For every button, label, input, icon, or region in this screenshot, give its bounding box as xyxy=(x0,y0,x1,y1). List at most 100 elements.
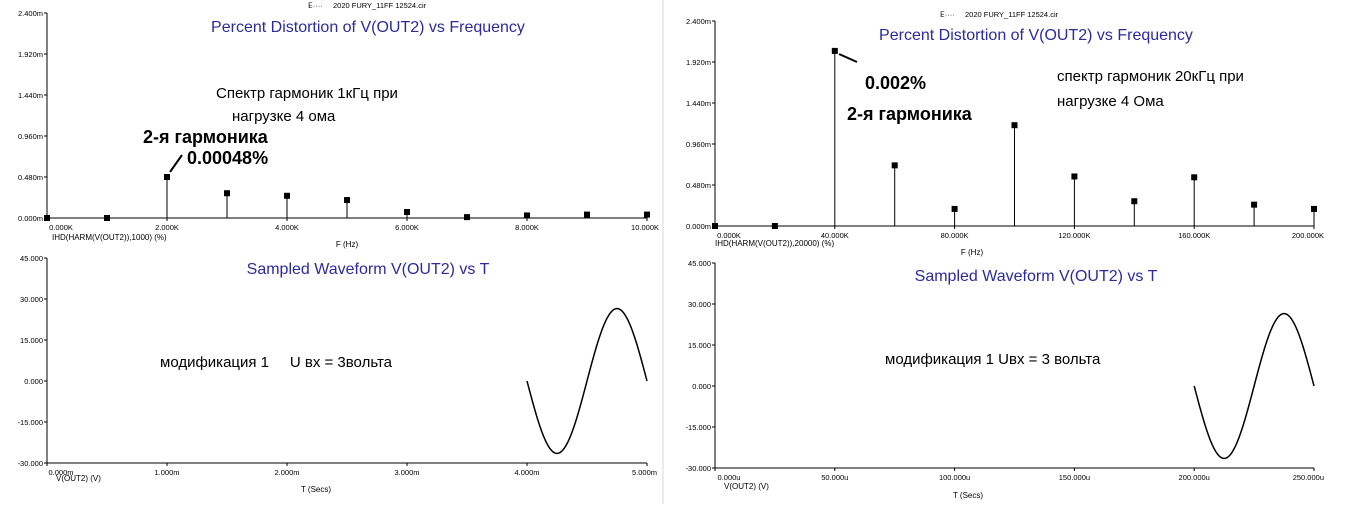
chart-title: Sampled Waveform V(OUT2) vs T xyxy=(915,268,1158,285)
expression-label: V(OUT2) (V) xyxy=(56,474,101,483)
modification-note: модификация 1 Uвх = 3 вольта xyxy=(885,351,1101,368)
harmonic-point xyxy=(1131,198,1138,205)
y-tick-label: 30.000 xyxy=(20,295,43,304)
file-marker-icon: ⴹ···· xyxy=(308,1,323,10)
y-tick-label: 0.000m xyxy=(686,222,711,231)
x-tick-label: 0.000K xyxy=(717,231,741,240)
harmonic-point xyxy=(951,205,958,212)
harmonic-point xyxy=(1251,201,1258,208)
file-header: 2020 FURY_11FF 12524.cir xyxy=(965,10,1059,19)
left-svg: ⴹ···· 2020 FURY_11FF 12524.cir 2.400m 1.9… xyxy=(18,1,659,494)
note-line-1: спектр гармоник 20кГц при xyxy=(1057,68,1244,85)
harmonic-label: 2-я гармоника xyxy=(143,127,269,147)
x-tick-label: 0.000m xyxy=(48,468,73,477)
harmonic-point xyxy=(44,215,50,221)
y-tick-label: -30.000 xyxy=(18,459,43,468)
y-tick-label: -15.000 xyxy=(18,418,43,427)
y-tick-label: 45.000 xyxy=(688,259,711,268)
y-tick-label: 15.000 xyxy=(20,336,43,345)
y-tick-label: 2.400m xyxy=(18,9,43,18)
x-tick-label: 80.000K xyxy=(941,231,969,240)
expression-label: V(OUT2) (V) xyxy=(724,482,769,491)
right-svg: ⴹ···· 2020 FURY_11FF 12524.cir 2.400m 1.9… xyxy=(686,10,1324,500)
harmonic-point xyxy=(771,223,778,229)
harmonic-point xyxy=(584,211,590,218)
y-tick-label: 1.920m xyxy=(18,50,43,59)
harmonic-point xyxy=(1071,173,1078,180)
x-tick-label: 150.000u xyxy=(1059,473,1090,482)
right-bottom-chart: 45.000 30.000 15.000 0.000 -15.000 -30.000 0.… xyxy=(686,259,1324,500)
harmonic-point xyxy=(524,212,530,219)
x-tick-label: 4.000K xyxy=(275,223,299,232)
y-tick-label: 0.000 xyxy=(24,377,43,386)
annotation-arrow xyxy=(169,154,183,173)
harmonic-point xyxy=(464,214,470,221)
x-tick-label: 3.000m xyxy=(394,468,419,477)
right-panel: ⴹ···· 2020 FURY_11FF 12524.cir 2.400m 1.9… xyxy=(664,0,1346,504)
harmonic-label: 2-я гармоника xyxy=(847,104,973,124)
harmonic-point xyxy=(1191,174,1198,181)
harmonic-point xyxy=(891,162,898,169)
y-tick-label: 0.960m xyxy=(686,140,711,149)
x-tick-label: 100.000u xyxy=(939,473,970,482)
y-tick-label: 0.000 xyxy=(692,382,711,391)
harmonic-point xyxy=(404,209,410,216)
y-tick-label: 1.440m xyxy=(18,91,43,100)
y-tick-label: 0.480m xyxy=(18,173,43,182)
x-tick-label: 4.000m xyxy=(514,468,539,477)
harmonic-point xyxy=(1311,205,1317,212)
left-bottom-chart: 45.000 30.000 15.000 0.000 -15.000 -30.000 0.… xyxy=(18,254,657,494)
x-tick-label: 200.000K xyxy=(1292,231,1324,240)
harmonic-point xyxy=(344,197,350,204)
expression-label: IHD(HARM(V(OUT2)),20000) (%) xyxy=(715,239,834,248)
x-tick-label: 50.000u xyxy=(821,473,848,482)
y-tick-label: 0.000m xyxy=(18,214,43,223)
y-tick-label: 1.920m xyxy=(686,58,711,67)
note-line-2: нагрузке 4 ома xyxy=(232,108,336,125)
x-tick-label: 200.000u xyxy=(1179,473,1210,482)
harmonic-point xyxy=(224,190,230,197)
right-top-chart: 2.400m 1.920m 1.440m 0.960m 0.480m 0.000m 0.0… xyxy=(686,17,1324,257)
harmonic-value: 0.00048% xyxy=(187,148,268,168)
y-tick-label: -30.000 xyxy=(686,464,711,473)
x-axis-label: T (Secs) xyxy=(953,491,983,500)
y-tick-label: 45.000 xyxy=(20,254,43,263)
chart-title: Percent Distortion of V(OUT2) vs Frequen… xyxy=(879,27,1193,44)
note-line-2: нагрузке 4 Ома xyxy=(1057,93,1164,110)
x-tick-label: 250.000u xyxy=(1293,473,1324,482)
note-line-1: Спектр гармоник 1кГц при xyxy=(216,85,398,102)
annotation-arrow xyxy=(838,53,858,63)
chart-title: Percent Distortion of V(OUT2) vs Frequen… xyxy=(211,19,525,36)
y-tick-label: 2.400m xyxy=(686,17,711,26)
x-tick-label: 2.000m xyxy=(274,468,299,477)
harmonic-point xyxy=(104,215,110,221)
waveform-line xyxy=(526,307,648,455)
harmonic-value: 0.002% xyxy=(865,73,926,93)
x-tick-label: 120.000K xyxy=(1058,231,1090,240)
y-tick-label: 1.440m xyxy=(686,99,711,108)
y-tick-label: 15.000 xyxy=(688,341,711,350)
x-tick-label: 0.000K xyxy=(49,223,73,232)
left-panel: ⴹ···· 2020 FURY_11FF 12524.cir 2.400m 1.9… xyxy=(0,0,662,504)
y-tick-label: 30.000 xyxy=(688,300,711,309)
x-tick-label: 10.000K xyxy=(631,223,659,232)
x-tick-label: 5.000m xyxy=(632,468,657,477)
x-tick-label: 1.000m xyxy=(154,468,179,477)
file-marker-icon: ⴹ···· xyxy=(940,10,955,19)
x-tick-label: 6.000K xyxy=(395,223,419,232)
modification-note: модификация 1 U вх = 3вольта xyxy=(160,354,393,371)
waveform-line xyxy=(1193,312,1315,460)
harmonic-point xyxy=(831,47,838,54)
harmonic-point xyxy=(164,174,170,180)
x-tick-label: 0.000u xyxy=(718,473,741,482)
x-tick-label: 40.000K xyxy=(821,231,849,240)
harmonic-point xyxy=(712,223,718,229)
left-top-chart: 2.400m 1.920m 1.440m 0.960m 0.480m 0.000m 0.0… xyxy=(18,9,659,249)
x-tick-label: 8.000K xyxy=(515,223,539,232)
y-tick-label: 0.960m xyxy=(18,132,43,141)
file-header: 2020 FURY_11FF 12524.cir xyxy=(333,1,427,10)
x-axis-label: F (Hz) xyxy=(336,240,359,249)
harmonic-point xyxy=(1011,122,1018,129)
x-axis-label: F (Hz) xyxy=(961,248,984,257)
panel-divider xyxy=(662,0,664,504)
